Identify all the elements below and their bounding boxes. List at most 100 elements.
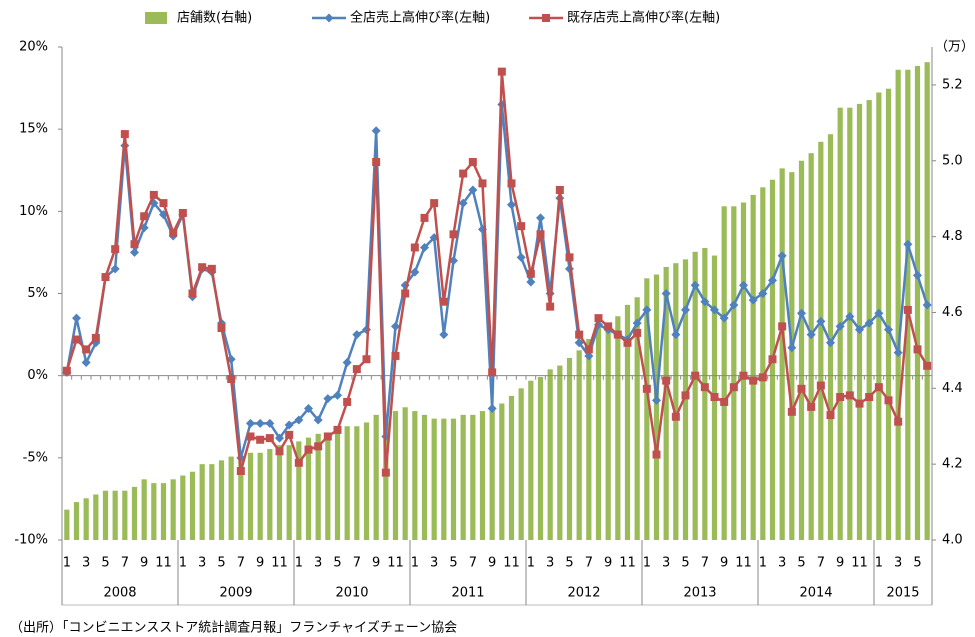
line-marker <box>420 242 429 252</box>
x-tick-label: 3 <box>198 556 206 571</box>
y2-tick-label: 4.2 <box>942 457 963 472</box>
bar <box>141 479 147 540</box>
line-marker <box>313 415 323 425</box>
line-marker <box>420 213 429 222</box>
year-label: 2010 <box>335 586 368 601</box>
bar <box>856 103 863 540</box>
bar <box>402 407 408 540</box>
line-marker <box>256 435 265 444</box>
line-marker <box>439 297 448 306</box>
line-marker <box>342 358 352 368</box>
line-marker <box>169 228 178 237</box>
y2-tick-label: 4.4 <box>942 381 963 396</box>
bar <box>112 490 118 540</box>
line-marker <box>923 361 932 370</box>
bar <box>325 433 331 540</box>
bar <box>83 498 89 540</box>
line-marker <box>719 313 729 323</box>
y-tick-label: 15% <box>19 122 48 137</box>
line-marker <box>304 404 313 414</box>
bar <box>344 426 350 540</box>
bar <box>615 316 621 540</box>
bar <box>702 247 708 540</box>
x-tick-label: 5 <box>449 556 457 571</box>
line-marker <box>700 297 710 307</box>
line-marker <box>787 343 797 353</box>
x-tick-label: 3 <box>82 556 90 571</box>
line-marker <box>681 305 690 315</box>
line-marker <box>227 374 236 383</box>
x-tick-label: 11 <box>155 556 172 571</box>
line-marker <box>468 185 478 195</box>
line-marker <box>555 185 564 194</box>
bar <box>267 448 273 540</box>
line-marker <box>391 321 400 331</box>
bar <box>218 460 225 540</box>
y2-tick-label: 5.2 <box>942 77 963 92</box>
line-marker <box>82 345 91 354</box>
line-marker <box>632 318 642 328</box>
line-marker <box>835 321 845 331</box>
line-marker <box>371 126 381 136</box>
line-marker <box>642 384 651 393</box>
line-marker <box>362 325 371 335</box>
line-marker <box>836 393 845 402</box>
bar <box>499 403 505 540</box>
line-marker <box>865 393 874 402</box>
x-tick-label: 9 <box>720 556 728 571</box>
line-marker <box>439 330 449 340</box>
bar <box>847 107 853 540</box>
line-marker <box>294 458 303 467</box>
line-marker <box>671 412 680 421</box>
line-marker <box>459 169 468 178</box>
bar <box>576 350 582 540</box>
line-marker <box>111 245 120 254</box>
line-marker <box>304 445 313 454</box>
x-tick-label: 5 <box>797 556 805 571</box>
bar <box>286 445 292 540</box>
bar <box>827 134 834 540</box>
x-tick-label: 11 <box>735 556 752 571</box>
bar <box>315 433 321 540</box>
line-marker <box>458 198 468 208</box>
line-marker <box>507 179 516 188</box>
line-marker <box>652 450 661 459</box>
bar <box>334 430 341 540</box>
line-marker <box>362 355 371 364</box>
line-marker <box>913 270 922 280</box>
x-tick-label: 7 <box>469 556 477 571</box>
line-marker <box>633 328 642 337</box>
bar <box>653 274 660 540</box>
line-marker <box>797 308 806 318</box>
line-marker <box>323 432 332 441</box>
y-tick-label: 20% <box>19 40 48 55</box>
bar <box>682 259 689 540</box>
line-marker <box>575 330 584 339</box>
x-tick-label: 3 <box>894 556 902 571</box>
bar <box>914 65 921 540</box>
x-tick-label: 3 <box>546 556 554 571</box>
bar <box>392 411 399 540</box>
x-tick-label: 1 <box>759 556 767 571</box>
line-marker <box>130 240 139 249</box>
line-marker <box>372 158 381 167</box>
line-marker <box>845 391 854 400</box>
line-marker <box>710 305 719 315</box>
line-marker <box>739 371 748 380</box>
bar <box>421 414 428 540</box>
bar <box>750 194 756 540</box>
line-marker <box>874 308 884 318</box>
bar <box>624 304 631 540</box>
bar <box>528 380 534 540</box>
line-marker <box>662 376 671 385</box>
x-tick-label: 9 <box>256 556 264 571</box>
bar <box>885 88 892 540</box>
year-label: 2015 <box>886 586 919 601</box>
line-marker <box>690 280 700 290</box>
bar <box>73 502 80 540</box>
line-marker <box>584 351 594 361</box>
line-marker <box>546 302 555 311</box>
line-marker <box>700 383 709 392</box>
x-tick-label: 7 <box>701 556 709 571</box>
line-marker <box>188 289 197 298</box>
